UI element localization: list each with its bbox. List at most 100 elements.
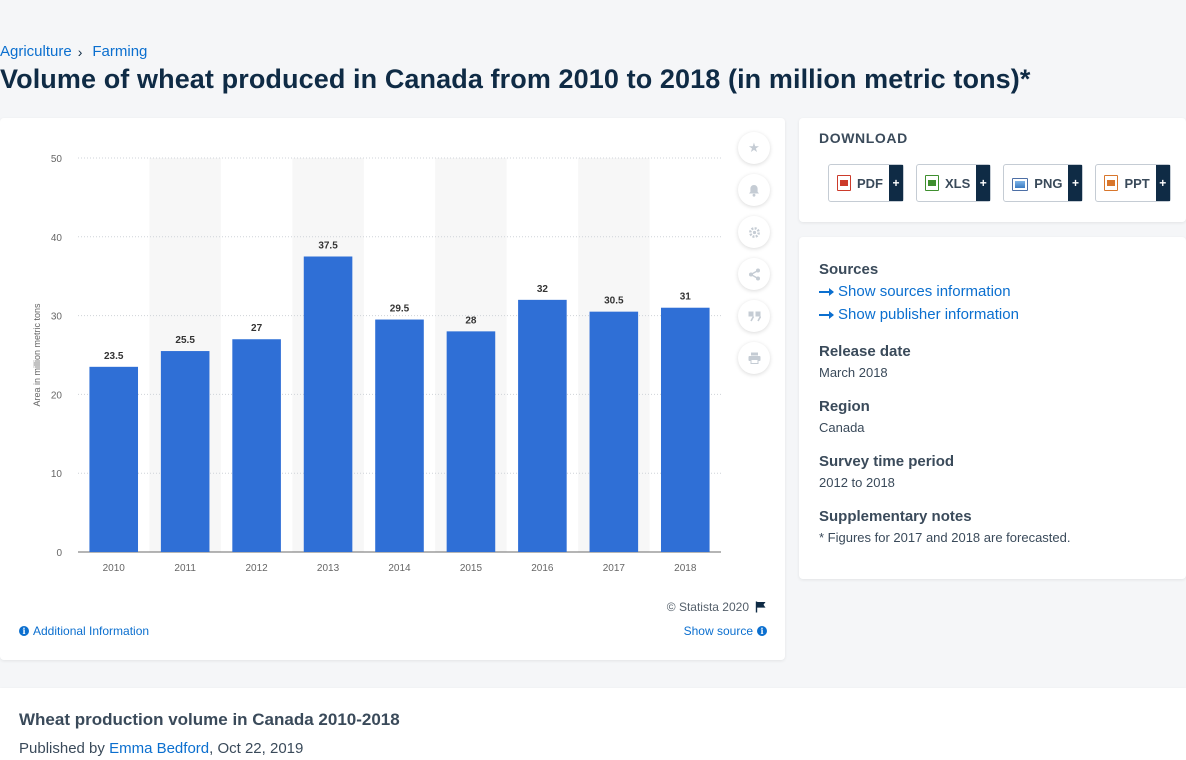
bar-2016 [518,299,567,552]
bar-2011 [160,351,210,552]
sources-block: Sources Show sources information Show pu… [819,261,1019,323]
published-date: , Oct 22, 2019 [209,740,304,757]
data-label: 32 [537,284,549,295]
bar-2010 [89,366,139,552]
survey-period-heading: Survey time period [819,453,955,470]
region-block: Region Canada [819,398,870,435]
chart-card: 0 10 20 30 40 50 23.5 2010 25.5 2011 27 2012 37.5 201… [0,118,785,660]
y-tick-label: 50 [51,154,63,165]
page-title: Volume of wheat produced in Canada from … [0,64,1031,94]
summary-title: Wheat production volume in Canada 2010-2… [19,710,400,729]
ppt-file-icon [1104,175,1119,191]
x-tick-label: 2011 [174,563,196,574]
data-label: 37.5 [318,241,338,252]
bar-2017 [589,311,639,552]
survey-period-block: Survey time period 2012 to 2018 [819,453,954,490]
copyright: © Statista 2020 [667,600,767,614]
bar-2015 [446,331,496,552]
bell-icon[interactable] [738,174,770,206]
survey-period-value: 2012 to 2018 [819,475,895,490]
breadcrumb: Agriculture › Farming [0,43,147,60]
y-tick-label: 30 [51,312,63,323]
flag-icon[interactable] [755,601,767,613]
gear-icon[interactable] [738,216,770,248]
show-publisher-label: Show publisher information [838,306,1019,323]
copyright-text: © Statista 2020 [666,600,749,614]
author-link[interactable]: Emma Bedford [109,740,210,757]
x-tick-label: 2018 [674,563,697,574]
data-label: 27 [251,323,263,334]
y-tick-label: 20 [51,390,63,401]
x-tick-label: 2010 [103,563,126,574]
statistic-summary: Wheat production volume in Canada 2010-2… [0,688,1186,760]
statistic-details-panel: Sources Show sources information Show pu… [799,237,1186,579]
print-icon[interactable] [738,342,770,374]
download-ppt-label: PPT [1124,175,1150,191]
quote-icon[interactable] [738,300,770,332]
plus-icon[interactable]: + [889,165,903,201]
plus-icon[interactable]: + [1068,165,1083,201]
download-buttons: PDF + XLS + PNG + PPT + [828,164,1171,202]
info-icon: i [757,626,767,636]
additional-information-label: Additional Information [33,624,150,638]
data-label: 30.5 [604,296,624,307]
data-label: 23.5 [104,351,124,362]
supplementary-notes-block: Supplementary notes * Figures for 2017 a… [819,508,1071,545]
y-tick-label: 0 [56,548,62,559]
info-icon: i [19,626,29,636]
release-date-block: Release date March 2018 [819,343,911,380]
show-source-link[interactable]: Show source i [684,624,767,638]
published-prefix: Published by [19,740,105,757]
png-file-icon [1012,177,1029,191]
plus-icon[interactable]: + [976,165,991,201]
show-source-label: Show source [683,624,753,638]
download-pdf-button[interactable]: PDF + [828,164,904,202]
sources-heading: Sources [819,261,879,278]
bar-2013 [303,256,353,552]
x-tick-label: 2014 [388,563,411,574]
additional-information-link[interactable]: i Additional Information [19,624,149,638]
download-pdf-label: PDF [857,175,883,191]
download-png-label: PNG [1034,175,1063,191]
download-ppt-button[interactable]: PPT + [1095,164,1171,202]
share-icon[interactable] [738,258,770,290]
show-sources-label: Show sources information [838,283,1011,300]
region-heading: Region [819,398,870,415]
show-publisher-link[interactable]: Show publisher information [819,306,1019,323]
bar-2012 [232,339,281,552]
show-sources-link[interactable]: Show sources information [819,283,1019,300]
data-label: 25.5 [175,335,195,346]
download-png-button[interactable]: PNG + [1003,164,1084,202]
y-tick-label: 10 [51,469,63,480]
xls-file-icon [925,175,939,191]
download-panel: DOWNLOAD PDF + XLS + PNG + PPT + [799,118,1186,222]
download-title: DOWNLOAD [819,130,908,146]
supplementary-notes-heading: Supplementary notes [819,508,972,525]
download-xls-button[interactable]: XLS + [916,164,992,202]
arrow-right-icon [819,287,834,296]
breadcrumb-farming[interactable]: Farming [92,43,148,60]
breadcrumb-agriculture[interactable]: Agriculture [0,43,72,60]
y-axis-label: Area in million metric tons [32,303,42,407]
x-tick-label: 2017 [603,563,626,574]
star-icon[interactable]: ★ [738,132,770,164]
x-tick-label: 2012 [245,563,268,574]
bar-2014 [375,319,424,552]
breadcrumb-separator: › [77,43,83,60]
y-tick-label: 40 [51,233,63,244]
data-label: 28 [465,315,477,326]
supplementary-notes-value: * Figures for 2017 and 2018 are forecast… [819,530,1071,545]
bar-chart: 0 10 20 30 40 50 23.5 2010 25.5 2011 27 2012 37.5 201… [32,154,721,574]
download-xls-label: XLS [945,175,971,191]
data-label: 31 [680,292,692,303]
x-tick-label: 2015 [460,563,483,574]
bar-2018 [660,307,710,552]
plus-icon[interactable]: + [1155,165,1170,201]
release-date-value: March 2018 [819,365,888,380]
published-line: Published by Emma Bedford, Oct 22, 2019 [19,740,303,757]
x-tick-label: 2016 [531,563,554,574]
x-tick-label: 2013 [317,563,340,574]
data-label: 29.5 [390,304,410,315]
pdf-file-icon [837,175,851,191]
region-value: Canada [819,420,865,435]
